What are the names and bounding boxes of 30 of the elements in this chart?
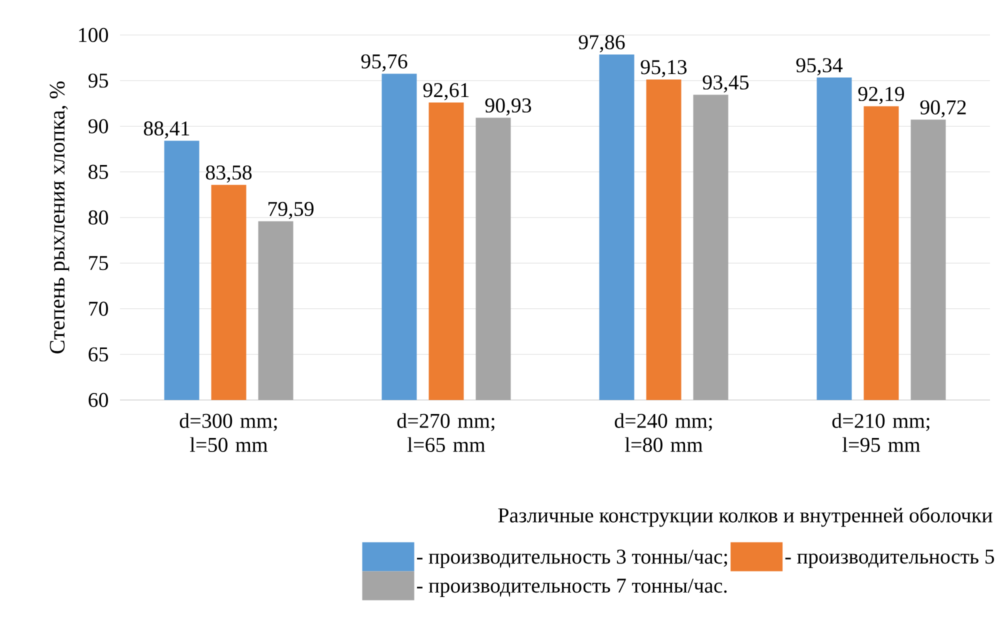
y-tick-label: 65 bbox=[88, 347, 108, 362]
x-tick-label: d=270 mm; l=65 mm bbox=[397, 413, 494, 452]
y-tick-label: 95 bbox=[88, 74, 108, 88]
y-tick-label: 85 bbox=[88, 164, 108, 179]
x-tick-label: d=300 mm; l=50 mm bbox=[180, 413, 277, 452]
x-tick-label: d=210 mm; l=95 mm bbox=[832, 413, 930, 452]
legend-label: - производительность 7 тонны/час. bbox=[417, 578, 727, 598]
data-label: 79,59 bbox=[268, 202, 314, 220]
y-tick-label: 60 bbox=[88, 392, 108, 408]
data-label: 95,34 bbox=[796, 58, 843, 76]
data-label: 83,58 bbox=[206, 165, 252, 183]
data-label: 90,93 bbox=[485, 98, 532, 116]
data-label: 97,86 bbox=[578, 35, 625, 52]
y-tick-label: 75 bbox=[89, 256, 108, 270]
data-label: 92,61 bbox=[423, 83, 469, 100]
data-label: 95,13 bbox=[640, 60, 687, 78]
y-tick-label: 90 bbox=[88, 119, 108, 134]
x-axis-title: Различные конструкции колков и внутренней оболочки bbox=[498, 507, 992, 527]
data-label: 92,19 bbox=[858, 86, 904, 104]
x-tick-label: d=240 mm; l=80 mm bbox=[614, 413, 712, 452]
legend-label: - производительность 5 bbox=[785, 550, 994, 568]
y-axis-title: Степень рыхления хлопка, % bbox=[50, 82, 70, 354]
y-tick-label: 70 bbox=[89, 302, 108, 316]
y-tick-label: 80 bbox=[88, 210, 108, 225]
data-label: 88,41 bbox=[144, 121, 190, 139]
data-label: 90,72 bbox=[920, 100, 966, 118]
data-label: 93,45 bbox=[702, 75, 749, 93]
legend-label: - производительность 3 тонны/час; bbox=[417, 550, 727, 568]
y-tick-label: 100 bbox=[79, 28, 108, 42]
data-label: 95,76 bbox=[361, 54, 408, 72]
